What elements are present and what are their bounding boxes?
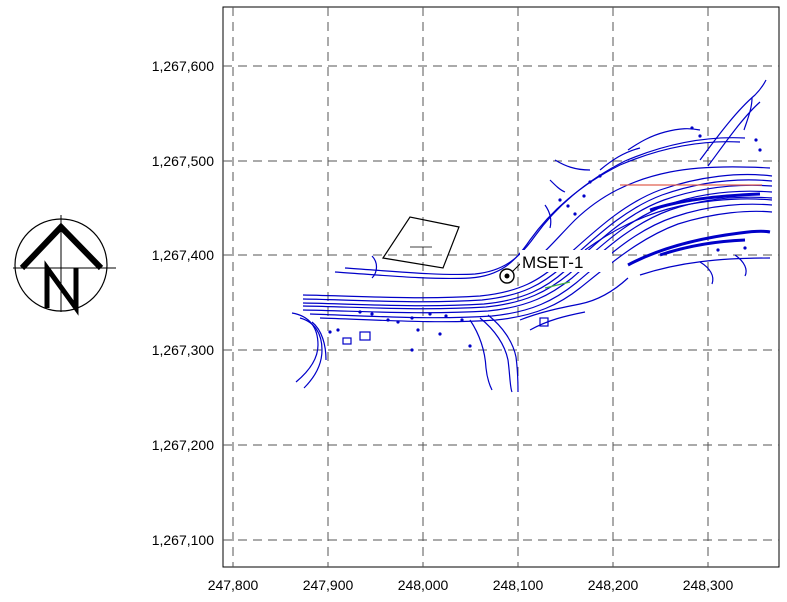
y-tick-label: 1,267,200: [152, 437, 214, 453]
y-tick-label: 1,267,600: [152, 58, 214, 74]
x-tick-label: 248,100: [493, 577, 544, 593]
y-tick-label: 1,267,500: [152, 153, 214, 169]
x-axis-tick-labels: 247,800 247,900 248,000 248,100 248,200 …: [208, 577, 734, 593]
north-arrow-icon: [13, 215, 116, 316]
x-tick-label: 248,000: [398, 577, 449, 593]
point-label: MSET-1: [522, 253, 583, 272]
y-tick-label: 1,267,400: [152, 247, 214, 263]
y-axis-tick-labels: 1,267,600 1,267,500 1,267,400 1,267,300 …: [152, 58, 214, 548]
map-frame: [222, 6, 780, 568]
x-tick-label: 248,300: [683, 577, 734, 593]
y-tick-label: 1,267,300: [152, 342, 214, 358]
x-tick-label: 247,800: [208, 577, 259, 593]
grid: [223, 7, 779, 567]
x-tick-label: 248,200: [588, 577, 639, 593]
y-tick-label: 1,267,100: [152, 532, 214, 548]
control-point-icon: [499, 268, 515, 284]
parcel-outline: [381, 216, 460, 269]
feature-points: [328, 126, 762, 352]
road-linework: [291, 79, 773, 393]
accent-line-green: [544, 281, 571, 289]
point-label-box: [520, 250, 612, 272]
x-tick-label: 247,900: [303, 577, 354, 593]
